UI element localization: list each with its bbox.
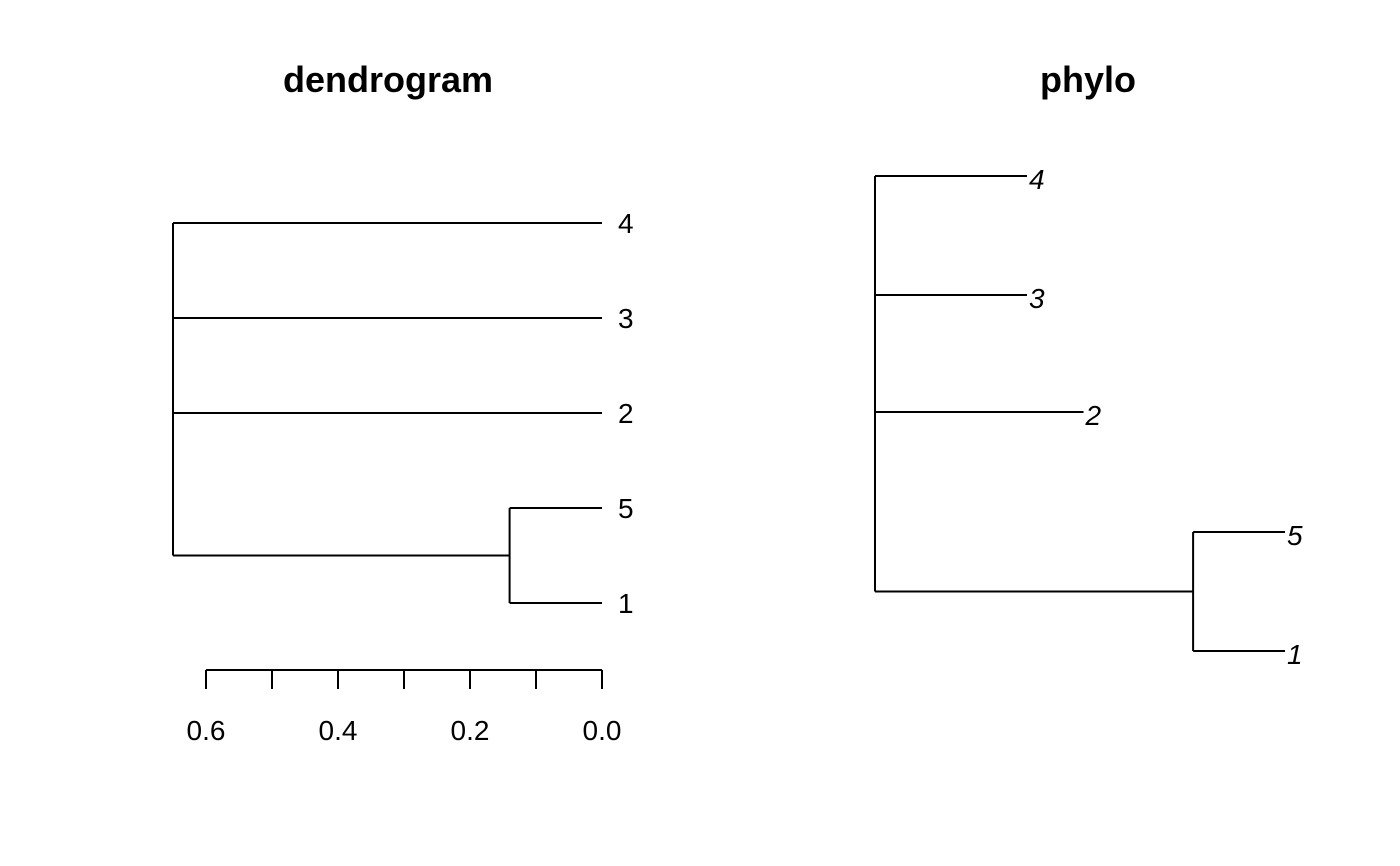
phylo-title: phylo	[1040, 59, 1136, 100]
dendrogram-leaf-label-1: 1	[618, 588, 634, 619]
dendrogram-leaf-label-4: 4	[618, 208, 634, 239]
phylo-tip-label-2: 2	[1085, 400, 1102, 431]
dendrogram-axis-tick-label: 0.2	[451, 715, 490, 746]
dendrogram-axis-tick-label: 0.6	[187, 715, 226, 746]
phylo-tip-label-5: 5	[1287, 520, 1303, 551]
phylo-tip-label-3: 3	[1029, 283, 1045, 314]
phylo-branches	[874, 175, 1285, 652]
dendrogram-branches	[172, 222, 602, 604]
dendrogram-axis-tick-label: 0.0	[583, 715, 622, 746]
phylo-tip-label-1: 1	[1287, 639, 1303, 670]
dendrogram-title: dendrogram	[283, 59, 493, 100]
dendrogram-leaf-label-3: 3	[618, 303, 634, 334]
phylo-tip-label-4: 4	[1029, 164, 1045, 195]
dendrogram-axis: 0.6 0.4 0.2 0.0	[187, 669, 622, 746]
dendrogram-axis-tick-label: 0.4	[319, 715, 358, 746]
dendrogram-leaf-label-2: 2	[618, 398, 634, 429]
dendrogram-panel: dendrogram 4 3 2 5 1 0.6 0.4 0.2 0.0	[172, 59, 634, 746]
phylo-panel: phylo 4 3 2 5 1	[874, 59, 1303, 670]
dendrogram-leaf-labels: 4 3 2 5 1	[618, 208, 634, 619]
phylo-tip-labels: 4 3 2 5 1	[1029, 164, 1303, 670]
dendrogram-leaf-label-5: 5	[618, 493, 634, 524]
